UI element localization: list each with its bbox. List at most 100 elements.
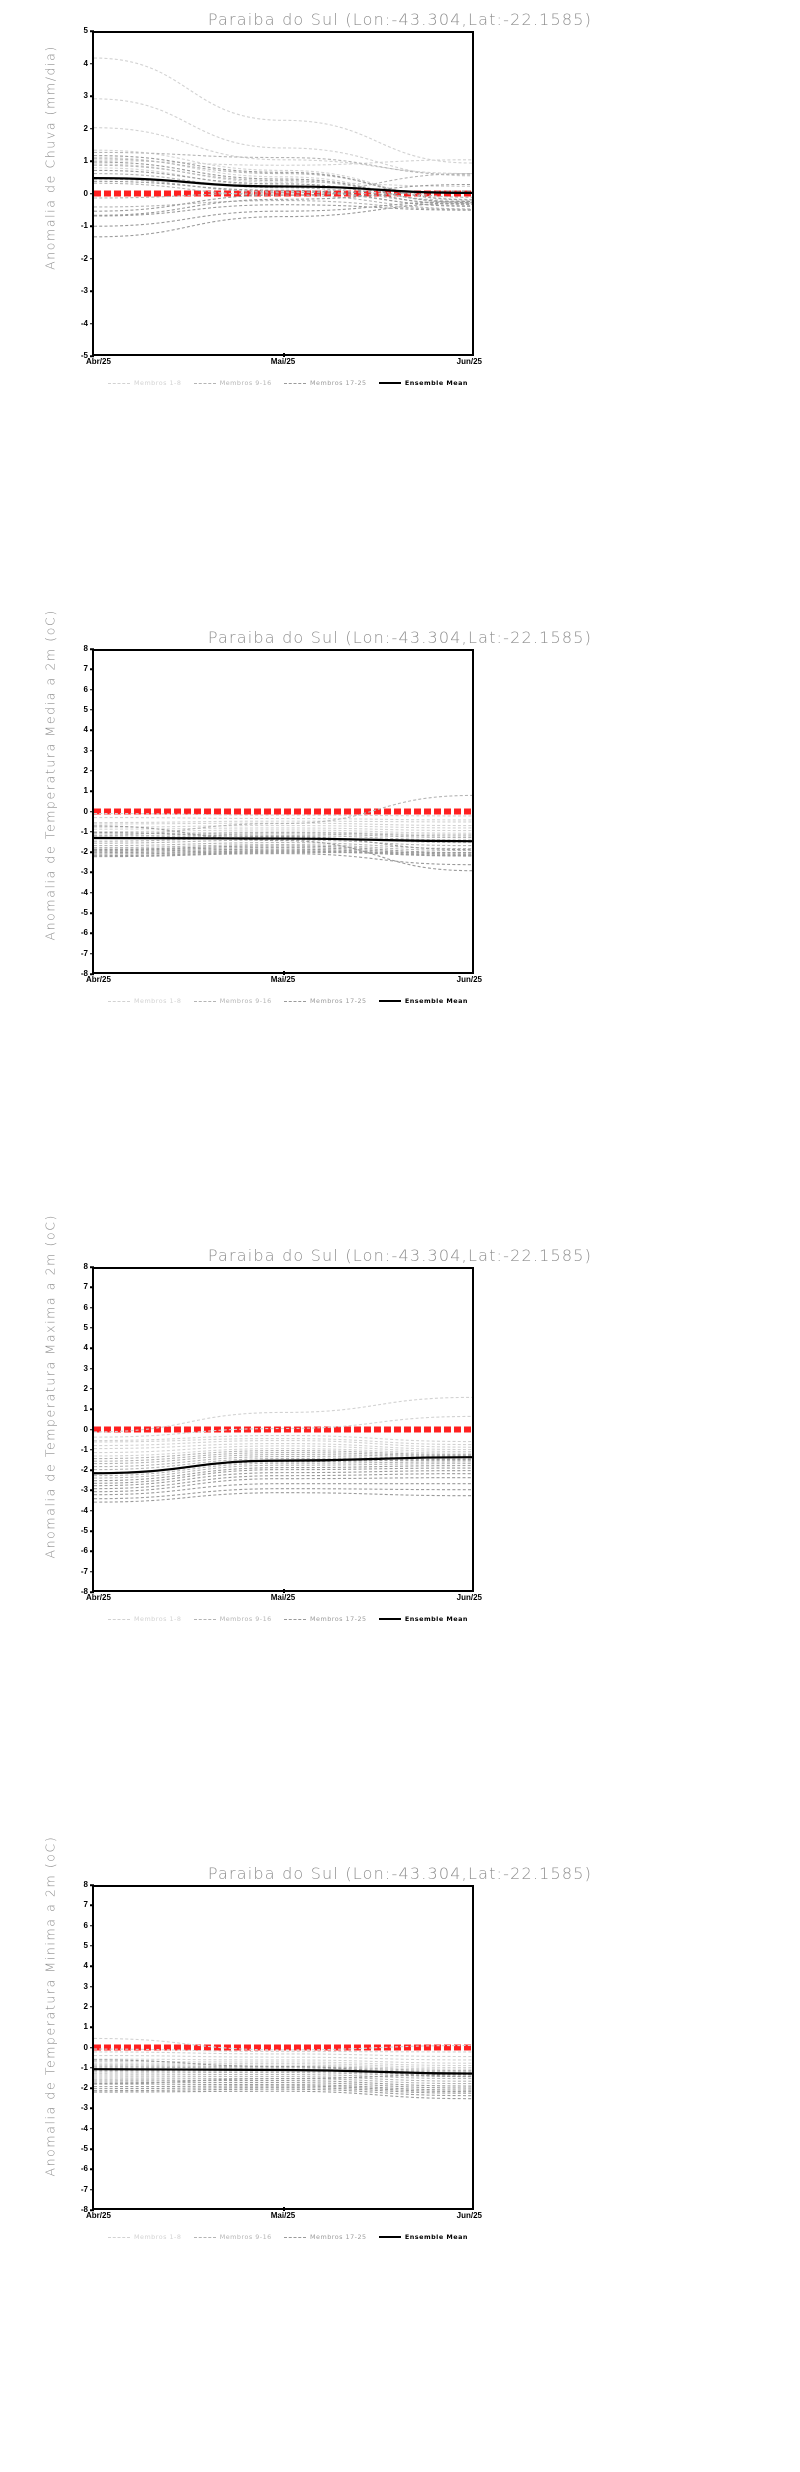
forecast-panel: Paraiba do Sul (Lon:-43.304,Lat:-22.1585… <box>0 1214 800 1854</box>
y-tick-label: -2 <box>80 1465 88 1475</box>
y-tick-label: 1 <box>83 156 88 165</box>
y-tick-mark <box>90 355 94 357</box>
y-tick-label: -4 <box>80 2123 88 2133</box>
legend-swatch-icon <box>193 382 216 384</box>
y-tick-label: 3 <box>83 1363 88 1373</box>
legend-item[interactable]: Ensemble Mean <box>378 2233 468 2240</box>
y-tick-label: 3 <box>83 91 88 100</box>
member-series-line <box>94 174 472 198</box>
y-axis-ticks: 8 7 6 5 4 3 2 1 0 -1 -2 -3 -4 -5 -6 -7 -8 <box>60 645 94 978</box>
legend-item[interactable]: Ensemble Mean <box>378 997 468 1004</box>
legend-swatch-icon <box>378 381 401 385</box>
y-axis-label: Anomalia de Temperatura Maxima a 2m (oC) <box>42 1213 58 1559</box>
y-tick-label: -4 <box>80 887 88 897</box>
member-series-line <box>94 2067 472 2072</box>
member-series-line <box>94 1474 472 1489</box>
member-series-line <box>94 58 472 163</box>
x-tick-label: Jun/25 <box>456 1593 482 1602</box>
y-tick-mark <box>90 2209 94 2211</box>
legend-item[interactable]: Membros 17-25 <box>284 2233 367 2240</box>
x-axis-ticks: Abr/25 Mai/25 Jun/25 <box>86 1589 482 1609</box>
y-tick-label: -6 <box>80 1546 88 1556</box>
member-series-line <box>94 2038 472 2049</box>
x-tick-label: Mai/25 <box>270 975 296 984</box>
member-series-line <box>94 821 472 822</box>
member-series-line <box>94 1462 472 1476</box>
member-series-line <box>94 99 472 176</box>
y-tick-label: -7 <box>80 948 88 958</box>
plot-area <box>92 649 474 974</box>
member-series-line <box>94 1449 472 1456</box>
member-series-line <box>94 2076 472 2081</box>
y-tick-mark <box>90 973 94 975</box>
legend-item[interactable]: Membros 1-8 <box>108 2233 181 2240</box>
member-series-line <box>94 2091 472 2098</box>
member-series-line <box>94 834 472 838</box>
forecast-panel: Paraiba do Sul (Lon:-43.304,Lat:-22.1585… <box>0 609 800 1236</box>
y-tick-label: 7 <box>83 1900 88 1910</box>
member-series-line <box>94 203 472 237</box>
legend-item[interactable]: Membros 9-16 <box>193 379 272 386</box>
legend-item[interactable]: Membros 9-16 <box>193 2233 272 2240</box>
forecast-panel: Paraiba do Sul (Lon:-43.304,Lat:-22.1585… <box>0 1836 800 2472</box>
legend-item[interactable]: Ensemble Mean <box>378 378 468 387</box>
y-tick-label: 6 <box>83 1302 88 1312</box>
panel-title: Paraiba do Sul (Lon:-43.304,Lat:-22.1585… <box>207 10 593 29</box>
y-tick-label: -2 <box>80 847 88 857</box>
y-tick-label: -5 <box>80 1526 88 1536</box>
member-series-line <box>94 1466 472 1481</box>
x-axis-ticks: Abr/25 Mai/25 Jun/25 <box>86 971 482 991</box>
y-tick-label: -3 <box>80 286 88 295</box>
legend-item[interactable]: Membros 17-25 <box>284 997 367 1004</box>
x-tick-label: Jun/25 <box>456 975 482 984</box>
legend-item[interactable]: Membros 1-8 <box>108 378 182 387</box>
legend-label: Membros 9-16 <box>219 996 272 1005</box>
member-series-line <box>94 832 472 835</box>
x-tick-mark <box>283 353 285 357</box>
member-series-line <box>94 1484 472 1495</box>
legend-label: Membros 1-8 <box>134 378 182 387</box>
legend: Membros 1-8 Membros 9-16 Membros 17-25 Ense… <box>92 994 474 1008</box>
member-series-line <box>94 160 472 165</box>
member-series-line <box>94 2056 472 2060</box>
legend-item[interactable]: Membros 9-16 <box>193 996 272 1005</box>
member-series-line <box>94 2074 472 2079</box>
legend-label: Membros 1-8 <box>134 1614 182 1623</box>
member-series-line <box>94 843 472 849</box>
legend-label: Ensemble Mean <box>404 1614 468 1623</box>
y-tick-label: -3 <box>80 1485 88 1495</box>
legend-swatch-icon <box>193 1000 216 1002</box>
y-tick-label: -7 <box>80 2184 88 2194</box>
legend-item[interactable]: Membros 17-25 <box>284 1615 367 1622</box>
ensemble-mean-line <box>94 1457 472 1473</box>
legend-item[interactable]: Membros 1-8 <box>108 997 181 1004</box>
legend-swatch-icon <box>193 1618 216 1620</box>
member-series-line <box>94 181 472 206</box>
legend-item[interactable]: Membros 17-25 <box>284 378 367 387</box>
member-series-line <box>94 156 472 200</box>
legend-item[interactable]: Ensemble Mean <box>378 1614 468 1623</box>
y-tick-label: 7 <box>83 664 88 674</box>
legend-label: Ensemble Mean <box>404 378 468 387</box>
y-tick-label: -8 <box>80 969 88 978</box>
legend-swatch-icon <box>378 2235 401 2239</box>
legend-swatch-icon <box>284 382 307 384</box>
member-series-line <box>94 2084 472 2090</box>
legend-item[interactable]: Membros 9-16 <box>193 1615 272 1622</box>
legend-item[interactable]: Membros 1-8 <box>108 1614 182 1623</box>
member-series-line <box>94 833 472 836</box>
member-series-line <box>94 846 472 853</box>
member-series-line <box>94 1397 472 1432</box>
legend-label: Membros 17-25 <box>310 378 367 387</box>
y-tick-label: 4 <box>83 725 88 735</box>
y-tick-label: 5 <box>83 26 88 35</box>
x-tick-label: Abr/25 <box>86 975 111 984</box>
member-series-line <box>94 826 472 871</box>
member-series-line <box>94 1478 472 1492</box>
y-tick-label: -1 <box>80 2062 88 2072</box>
y-tick-label: -7 <box>80 1566 88 1576</box>
legend-swatch-icon <box>284 1618 307 1620</box>
y-tick-label: 4 <box>83 1961 88 1971</box>
legend-swatch-icon <box>108 1618 130 1620</box>
member-series-line <box>94 1439 472 1445</box>
